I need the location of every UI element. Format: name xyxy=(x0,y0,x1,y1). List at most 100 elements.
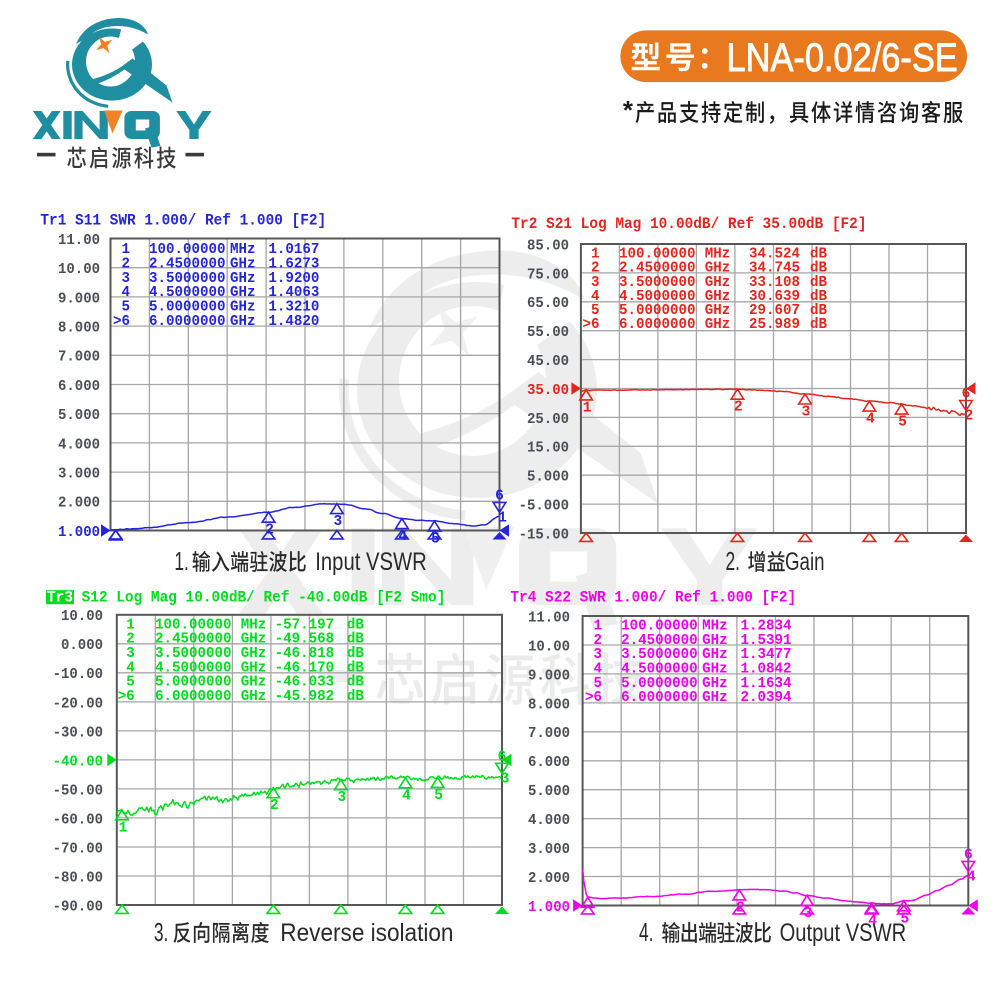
svg-text:4: 4 xyxy=(402,788,411,804)
svg-text:6: 6 xyxy=(964,847,973,863)
svg-text:1.1634: 1.1634 xyxy=(741,674,792,692)
svg-text:9.000: 9.000 xyxy=(58,290,100,307)
svg-text:1: 1 xyxy=(126,615,135,633)
svg-text:5: 5 xyxy=(898,415,907,431)
svg-text:GHz: GHz xyxy=(705,301,731,319)
svg-text:1: 1 xyxy=(119,820,128,836)
svg-text:2.4500000: 2.4500000 xyxy=(619,259,696,277)
svg-text:3.5000000: 3.5000000 xyxy=(619,273,696,291)
svg-text:Gain: Gain xyxy=(785,548,825,576)
svg-text:6.0000000: 6.0000000 xyxy=(155,687,232,705)
svg-text:5.000: 5.000 xyxy=(527,469,569,486)
svg-text:3.000: 3.000 xyxy=(58,466,100,483)
svg-text:6.0000000: 6.0000000 xyxy=(149,312,226,330)
svg-text:dB: dB xyxy=(810,273,827,291)
svg-text:GHz: GHz xyxy=(230,298,256,316)
svg-text:5: 5 xyxy=(900,911,909,927)
svg-text:3: 3 xyxy=(501,771,510,787)
svg-text:6: 6 xyxy=(962,387,971,403)
svg-text:25.989: 25.989 xyxy=(749,315,800,333)
svg-text:1: 1 xyxy=(498,510,507,526)
svg-text:1.4820: 1.4820 xyxy=(268,312,319,330)
svg-text:Output VSWR: Output VSWR xyxy=(780,919,907,947)
svg-text:1.3477: 1.3477 xyxy=(741,645,792,663)
svg-text:GHz: GHz xyxy=(702,631,728,649)
svg-text:-30.00: -30.00 xyxy=(53,724,103,741)
svg-text:-57.197: -57.197 xyxy=(275,615,335,633)
svg-text:29.607: 29.607 xyxy=(749,301,800,319)
svg-text:-10.00: -10.00 xyxy=(53,666,103,683)
svg-text:30.639: 30.639 xyxy=(749,287,800,305)
svg-text:GHz: GHz xyxy=(241,644,266,662)
svg-text:75.00: 75.00 xyxy=(527,266,569,283)
svg-text:GHz: GHz xyxy=(241,658,266,676)
svg-text:1: 1 xyxy=(594,617,603,635)
svg-text:1.0842: 1.0842 xyxy=(741,660,792,678)
svg-text:GHz: GHz xyxy=(241,673,266,691)
svg-text:dB: dB xyxy=(810,287,827,305)
svg-text:-50.00: -50.00 xyxy=(53,782,103,799)
svg-text:3: 3 xyxy=(802,405,811,421)
svg-text:2: 2 xyxy=(965,409,974,425)
svg-text:100.00000: 100.00000 xyxy=(155,615,232,633)
svg-text:11.00: 11.00 xyxy=(58,232,100,249)
svg-text:9.000: 9.000 xyxy=(528,667,570,684)
svg-text:6: 6 xyxy=(495,488,504,504)
svg-text:3: 3 xyxy=(338,790,347,806)
svg-text:4.5000000: 4.5000000 xyxy=(621,660,698,678)
svg-text:-90.00: -90.00 xyxy=(53,898,103,915)
svg-text:5.0000000: 5.0000000 xyxy=(619,301,696,319)
svg-text:dB: dB xyxy=(810,259,827,277)
svg-text:MHz: MHz xyxy=(702,617,728,635)
svg-text:34.524: 34.524 xyxy=(749,245,800,263)
svg-text:dB: dB xyxy=(347,630,364,648)
svg-text:5: 5 xyxy=(434,788,443,804)
svg-text:-45.982: -45.982 xyxy=(275,687,335,705)
svg-text:2: 2 xyxy=(734,400,743,416)
svg-text:2.000: 2.000 xyxy=(58,495,100,512)
svg-text:2: 2 xyxy=(126,630,135,648)
svg-text:dB: dB xyxy=(810,315,827,333)
svg-text:33.108: 33.108 xyxy=(749,273,800,291)
svg-text:-80.00: -80.00 xyxy=(53,869,103,886)
svg-text:4: 4 xyxy=(866,412,875,428)
svg-text:3.5000000: 3.5000000 xyxy=(149,269,226,287)
svg-text:*: * xyxy=(623,95,634,125)
svg-text:1.9200: 1.9200 xyxy=(268,269,319,287)
svg-text:2: 2 xyxy=(591,259,600,277)
svg-text:6.000: 6.000 xyxy=(58,378,100,395)
svg-text:1.2834: 1.2834 xyxy=(741,617,792,635)
svg-text:100.00000: 100.00000 xyxy=(149,240,226,258)
svg-text:65.00: 65.00 xyxy=(527,295,569,312)
svg-text:Tr4 S22 SWR 1.000/ Ref 1.000 [: Tr4 S22 SWR 1.000/ Ref 1.000 [F2] xyxy=(510,589,796,607)
svg-text:7.000: 7.000 xyxy=(528,725,570,742)
svg-text:dB: dB xyxy=(347,673,364,691)
svg-text:3: 3 xyxy=(334,514,343,530)
svg-text:4: 4 xyxy=(122,283,131,301)
svg-text:5: 5 xyxy=(594,674,603,692)
svg-text:Tr3 S12 Log Mag 10.00dB/ Ref -: Tr3 S12 Log Mag 10.00dB/ Ref -40.00dB [F… xyxy=(47,589,445,607)
svg-text:-46.033: -46.033 xyxy=(275,673,335,691)
svg-text:GHz: GHz xyxy=(241,687,266,705)
svg-text:Tr2 S21 Log Mag 10.00dB/ Ref 3: Tr2 S21 Log Mag 10.00dB/ Ref 35.00dB [F2… xyxy=(511,215,866,233)
svg-text:55.00: 55.00 xyxy=(527,324,569,341)
svg-text:6.0000000: 6.0000000 xyxy=(619,315,696,333)
svg-text:4: 4 xyxy=(967,869,976,885)
svg-text:100.00000: 100.00000 xyxy=(621,617,698,635)
svg-text:6.0000000: 6.0000000 xyxy=(621,688,698,706)
svg-text:4.5000000: 4.5000000 xyxy=(155,658,232,676)
svg-text:3: 3 xyxy=(594,645,603,663)
svg-text:MHz: MHz xyxy=(230,240,256,258)
svg-text:4.5000000: 4.5000000 xyxy=(619,287,696,305)
svg-text:100.00000: 100.00000 xyxy=(619,245,696,263)
svg-text:5: 5 xyxy=(591,301,600,319)
svg-text:5.000: 5.000 xyxy=(58,407,100,424)
svg-text:>6: >6 xyxy=(583,315,600,333)
svg-text:Reverse isolation: Reverse isolation xyxy=(280,919,453,947)
svg-text:MHz: MHz xyxy=(241,615,266,633)
svg-text:4.: 4. xyxy=(639,917,654,947)
svg-text:3.000: 3.000 xyxy=(528,841,570,858)
svg-text:7.000: 7.000 xyxy=(58,349,100,366)
svg-text:Tr1 S11 SWR 1.000/ Ref 1.000 [: Tr1 S11 SWR 1.000/ Ref 1.000 [F2] xyxy=(40,212,326,230)
svg-text:1.000: 1.000 xyxy=(58,524,100,541)
